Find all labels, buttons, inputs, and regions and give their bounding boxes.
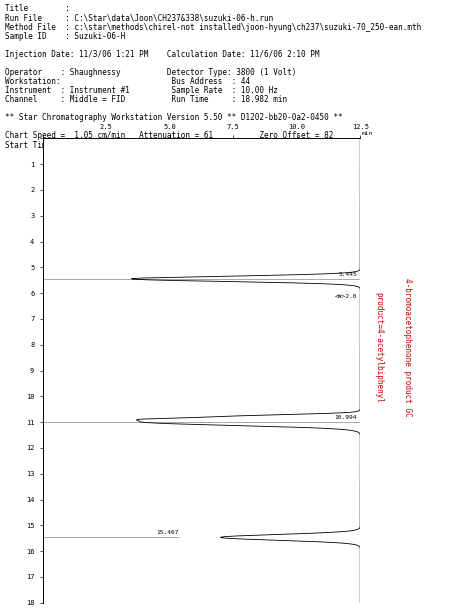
Text: Chart Speed =  1.05 cm/min   Attenuation = 61          Zero Offset = 82: Chart Speed = 1.05 cm/min Attenuation = … (5, 132, 333, 140)
Text: Instrument  : Instrument #1         Sample Rate  : 10.00 Hz: Instrument : Instrument #1 Sample Rate :… (5, 86, 278, 95)
Text: ** Star Chromatography Workstation Version 5.50 ** D1202-bb20-0a2-0450 **: ** Star Chromatography Workstation Versi… (5, 113, 342, 122)
Text: 5.445: 5.445 (338, 272, 357, 277)
Text: Method File  : c:\star\methods\chirel-not installed\joon-hyung\ch237\suzuki-70_2: Method File : c:\star\methods\chirel-not… (5, 23, 421, 31)
Text: Workstation:                        Bus Address  : 44: Workstation: Bus Address : 44 (5, 77, 250, 86)
Text: Start Time  =  0.000   min    End Time    = 18.982  min   Min / Tick = 1.00: Start Time = 0.000 min End Time = 18.982… (5, 140, 352, 149)
Text: 15.467: 15.467 (157, 530, 179, 535)
Text: 4-bromoacetophenone product GC: 4-bromoacetophenone product GC (403, 278, 412, 417)
Text: Title        :: Title : (5, 4, 70, 14)
Text: <W>2.0: <W>2.0 (335, 295, 357, 300)
Text: min: min (362, 131, 373, 136)
Text: Run File     : C:\Star\data\Joon\CH237&338\suzuki-06-h.run: Run File : C:\Star\data\Joon\CH237&338\s… (5, 14, 273, 23)
Text: 10.994: 10.994 (335, 415, 357, 420)
Text: product=4-acetylbiphenyl: product=4-acetylbiphenyl (375, 292, 383, 403)
Text: Operator    : Shaughnessy          Detector Type: 3800 (1 Volt): Operator : Shaughnessy Detector Type: 38… (5, 68, 296, 77)
Text: Injection Date: 11/3/06 1:21 PM    Calculation Date: 11/6/06 2:10 PM: Injection Date: 11/3/06 1:21 PM Calculat… (5, 50, 319, 59)
Text: Channel     : Middle = FID          Run Time     : 18.982 min: Channel : Middle = FID Run Time : 18.982… (5, 95, 287, 104)
Text: Sample ID    : Suzuki-06-H: Sample ID : Suzuki-06-H (5, 31, 125, 41)
